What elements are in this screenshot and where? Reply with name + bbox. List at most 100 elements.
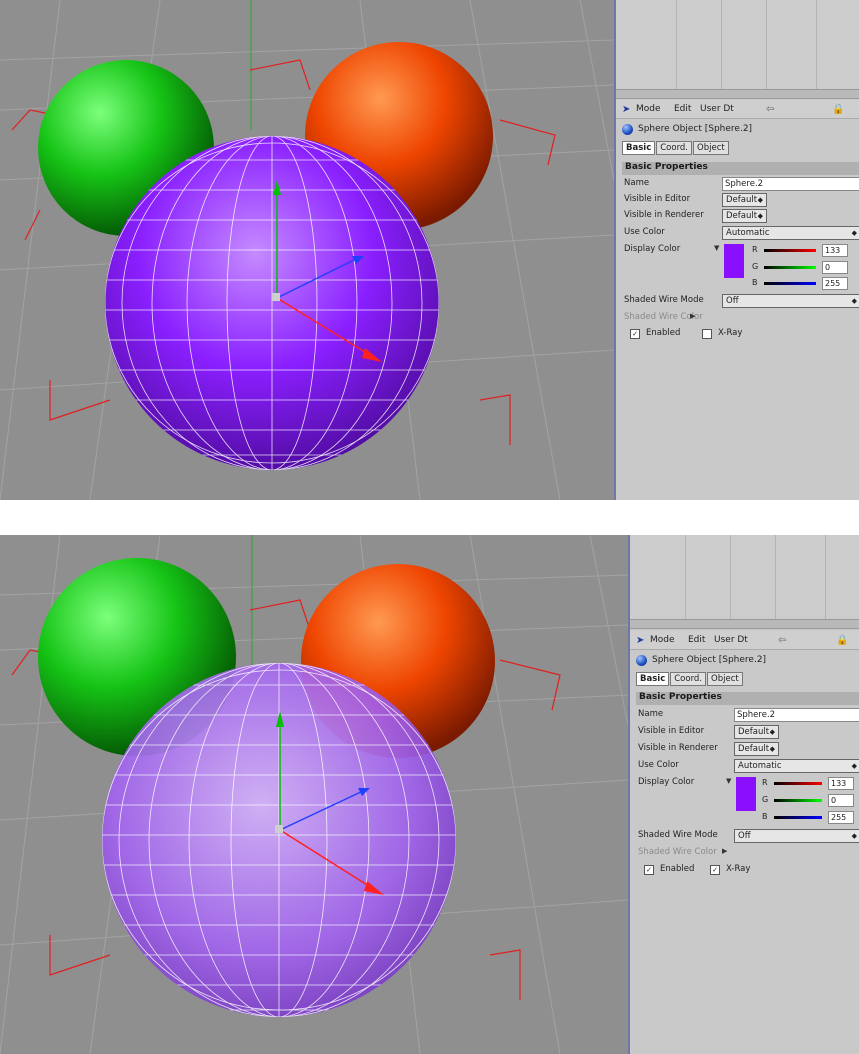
shaded-wire-mode-row: Shaded Wire Mode Off ◆ bbox=[630, 828, 859, 844]
menu-edit[interactable]: Edit bbox=[688, 635, 706, 645]
r-slider[interactable] bbox=[774, 782, 822, 785]
b-slider[interactable] bbox=[764, 282, 816, 285]
visible-renderer-row: Visible in Renderer Default ◆ bbox=[630, 741, 859, 757]
expand-triangle-icon[interactable]: ▶ bbox=[690, 312, 696, 320]
shaded-wire-mode-dropdown[interactable]: Off ◆ bbox=[722, 294, 859, 308]
shaded-wire-mode-row: Shaded Wire Mode Off ◆ bbox=[616, 293, 859, 309]
pointer-arrow-icon[interactable]: ➤ bbox=[622, 104, 631, 115]
menu-bar: ➤ Mode Edit User Dt ⇦ 🔒 bbox=[630, 631, 859, 650]
pointer-arrow-icon[interactable]: ➤ bbox=[636, 635, 645, 646]
expand-triangle-icon[interactable]: ▼ bbox=[714, 244, 720, 252]
menu-user-data[interactable]: User Dt bbox=[714, 635, 748, 645]
object-title: Sphere Object [Sphere.2] bbox=[630, 653, 859, 669]
chevron-icon: ◆ bbox=[757, 196, 763, 204]
bottom-screenshot: ➤ Mode Edit User Dt ⇦ 🔒 Sphere Object [S… bbox=[0, 535, 859, 1054]
visible-renderer-dropdown[interactable]: Default ◆ bbox=[734, 742, 779, 756]
shaded-wire-color-row: Shaded Wire Color ▶ bbox=[624, 312, 703, 322]
tab-object[interactable]: Object bbox=[707, 672, 743, 686]
g-slider[interactable] bbox=[774, 799, 822, 802]
back-arrow-icon[interactable]: ⇦ bbox=[778, 635, 787, 646]
use-color-row: Use Color Automatic ◆ bbox=[630, 758, 859, 774]
expand-triangle-icon[interactable]: ▼ bbox=[726, 777, 732, 785]
use-color-dropdown[interactable]: Automatic ◆ bbox=[734, 759, 859, 773]
visible-editor-row: Visible in Editor Default ◆ bbox=[616, 192, 859, 208]
shaded-wire-color-row: Shaded Wire Color ▶ bbox=[638, 847, 728, 857]
chevron-icon: ◆ bbox=[851, 229, 857, 237]
name-row: Name Sphere.2 bbox=[616, 176, 859, 192]
r-slider[interactable] bbox=[764, 249, 816, 252]
shaded-wire-mode-dropdown[interactable]: Off ◆ bbox=[734, 829, 859, 843]
chevron-icon: ◆ bbox=[851, 297, 857, 305]
xray-checkbox[interactable] bbox=[702, 329, 712, 339]
display-color-row: Display Color ▼ R 133 G 0 B 255 bbox=[616, 242, 859, 292]
r-value[interactable]: 133 bbox=[828, 777, 854, 790]
lock-icon[interactable]: 🔒 bbox=[832, 104, 845, 115]
chevron-icon: ◆ bbox=[769, 728, 775, 736]
g-value[interactable]: 0 bbox=[822, 261, 848, 274]
g-value[interactable]: 0 bbox=[828, 794, 854, 807]
axis-gizmo[interactable] bbox=[272, 180, 382, 362]
attribute-manager-top: ➤ Mode Edit User Dt ⇦ 🔒 Sphere Object [S… bbox=[614, 0, 859, 500]
color-swatch[interactable] bbox=[736, 777, 756, 811]
viewport-top[interactable] bbox=[0, 0, 614, 500]
g-slider[interactable] bbox=[764, 266, 816, 269]
visible-renderer-row: Visible in Renderer Default ◆ bbox=[616, 208, 859, 224]
tab-coord[interactable]: Coord. bbox=[656, 141, 693, 155]
b-slider[interactable] bbox=[774, 816, 822, 819]
checkbox-row: ✓ Enabled ✓ X-Ray bbox=[630, 862, 859, 878]
b-value[interactable]: 255 bbox=[822, 277, 848, 290]
color-swatch[interactable] bbox=[724, 244, 744, 278]
name-field[interactable]: Sphere.2 bbox=[722, 177, 859, 191]
mini-viewport bbox=[616, 0, 859, 99]
scrollbar[interactable] bbox=[630, 619, 859, 628]
name-row: Name Sphere.2 bbox=[630, 707, 859, 723]
axis-gizmo[interactable] bbox=[275, 711, 384, 895]
visible-renderer-dropdown[interactable]: Default ◆ bbox=[722, 209, 767, 223]
back-arrow-icon[interactable]: ⇦ bbox=[766, 104, 775, 115]
checkbox-row: ✓ Enabled X-Ray bbox=[616, 326, 859, 342]
chevron-icon: ◆ bbox=[851, 762, 857, 770]
scrollbar[interactable] bbox=[616, 89, 859, 98]
visible-editor-dropdown[interactable]: Default ◆ bbox=[734, 725, 779, 739]
r-value[interactable]: 133 bbox=[822, 244, 848, 257]
menu-user-data[interactable]: User Dt bbox=[700, 104, 734, 114]
viewport-scene-top bbox=[0, 0, 614, 500]
chevron-icon: ◆ bbox=[851, 832, 857, 840]
viewport-bottom[interactable] bbox=[0, 535, 628, 1054]
lock-icon[interactable]: 🔒 bbox=[836, 635, 849, 646]
tab-basic[interactable]: Basic bbox=[636, 672, 670, 686]
attribute-manager-bottom: ➤ Mode Edit User Dt ⇦ 🔒 Sphere Object [S… bbox=[628, 535, 859, 1054]
visible-editor-row: Visible in Editor Default ◆ bbox=[630, 724, 859, 740]
tab-bar: Basic Coord. Object bbox=[636, 672, 744, 686]
tab-bar: Basic Coord. Object bbox=[622, 141, 730, 155]
tab-coord[interactable]: Coord. bbox=[670, 672, 707, 686]
mini-viewport bbox=[630, 535, 859, 629]
menu-mode[interactable]: Mode bbox=[636, 104, 661, 114]
b-value[interactable]: 255 bbox=[828, 811, 854, 824]
use-color-dropdown[interactable]: Automatic ◆ bbox=[722, 226, 859, 240]
expand-triangle-icon[interactable]: ▶ bbox=[722, 847, 728, 855]
tab-basic[interactable]: Basic bbox=[622, 141, 656, 155]
sphere-wireframe bbox=[105, 136, 439, 470]
use-color-row: Use Color Automatic ◆ bbox=[616, 225, 859, 241]
display-color-row: Display Color ▼ R 133 G 0 B 255 bbox=[630, 775, 859, 827]
section-basic-properties: Basic Properties bbox=[636, 692, 859, 705]
enabled-checkbox[interactable]: ✓ bbox=[630, 329, 640, 339]
name-field[interactable]: Sphere.2 bbox=[734, 708, 859, 722]
object-title: Sphere Object [Sphere.2] bbox=[616, 122, 859, 138]
sphere-object-icon bbox=[636, 655, 647, 666]
section-basic-properties: Basic Properties bbox=[622, 162, 859, 175]
viewport-scene-bottom bbox=[0, 535, 628, 1054]
enabled-checkbox[interactable]: ✓ bbox=[644, 865, 654, 875]
menu-bar: ➤ Mode Edit User Dt ⇦ 🔒 bbox=[616, 100, 859, 119]
chevron-icon: ◆ bbox=[757, 212, 763, 220]
visible-editor-dropdown[interactable]: Default ◆ bbox=[722, 193, 767, 207]
sphere-object-icon bbox=[622, 124, 633, 135]
bounding-brackets bbox=[11, 59, 556, 445]
top-screenshot: ➤ Mode Edit User Dt ⇦ 🔒 Sphere Object [S… bbox=[0, 0, 859, 500]
tab-object[interactable]: Object bbox=[693, 141, 729, 155]
menu-edit[interactable]: Edit bbox=[674, 104, 692, 114]
chevron-icon: ◆ bbox=[769, 745, 775, 753]
menu-mode[interactable]: Mode bbox=[650, 635, 675, 645]
xray-checkbox[interactable]: ✓ bbox=[710, 865, 720, 875]
